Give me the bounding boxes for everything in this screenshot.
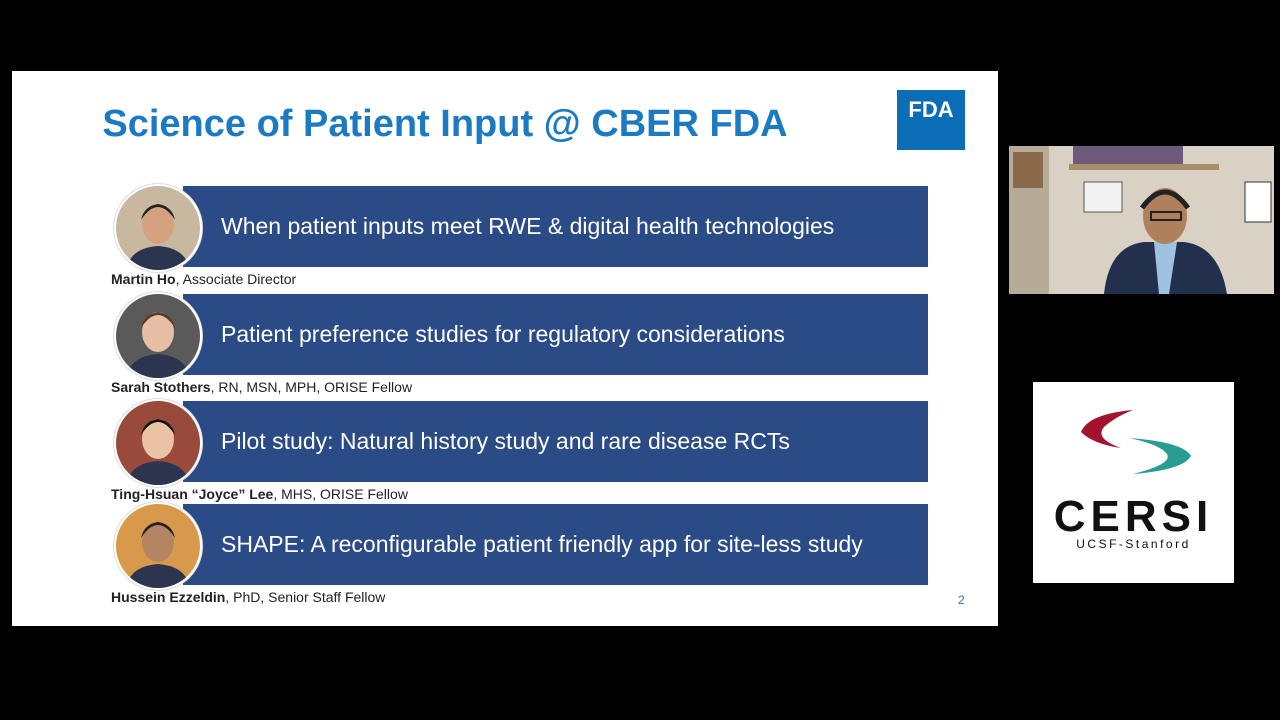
cersi-logo: CERSI UCSF-Stanford: [1033, 382, 1234, 583]
person-name: Hussein Ezzeldin: [111, 589, 226, 605]
person-name: Sarah Stothers: [111, 379, 211, 395]
avatar-photo: [126, 522, 190, 588]
avatar: [114, 184, 202, 272]
slide: Science of Patient Input @ CBER FDA FDA …: [12, 71, 998, 626]
topic-bar: SHAPE: A reconfigurable patient friendly…: [183, 504, 928, 585]
page-number: 2: [958, 593, 965, 607]
slide-title: Science of Patient Input @ CBER FDA: [102, 103, 788, 145]
topic-bar: Pilot study: Natural history study and r…: [183, 401, 928, 482]
avatar-photo: [126, 312, 190, 378]
avatar: [114, 502, 202, 590]
person-caption: Ting-Hsuan “Joyce” Lee, MHS, ORISE Fello…: [111, 486, 408, 502]
person-caption: Martin Ho, Associate Director: [111, 271, 296, 287]
topic-bar: Patient preference studies for regulator…: [183, 294, 928, 375]
person-role: , MHS, ORISE Fellow: [273, 486, 408, 502]
webcam-video: [1009, 146, 1274, 294]
cersi-subtitle: UCSF-Stanford: [1076, 537, 1191, 551]
person-name: Martin Ho: [111, 271, 176, 287]
avatar-photo: [126, 204, 190, 270]
topic-bar: When patient inputs meet RWE & digital h…: [183, 186, 928, 267]
cersi-title: CERSI: [1053, 492, 1214, 541]
person-name: Ting-Hsuan “Joyce” Lee: [111, 486, 274, 502]
avatar-photo: [126, 419, 190, 485]
cersi-swoosh: [1081, 410, 1191, 474]
person-caption: Hussein Ezzeldin, PhD, Senior Staff Fell…: [111, 589, 385, 605]
fda-logo: FDA: [897, 90, 965, 150]
avatar: [114, 292, 202, 380]
person-role: , Associate Director: [175, 271, 297, 287]
person-caption: Sarah Stothers, RN, MSN, MPH, ORISE Fell…: [111, 379, 412, 395]
avatar: [114, 399, 202, 487]
person-role: , PhD, Senior Staff Fellow: [225, 589, 386, 605]
person-role: , RN, MSN, MPH, ORISE Fellow: [210, 379, 413, 395]
